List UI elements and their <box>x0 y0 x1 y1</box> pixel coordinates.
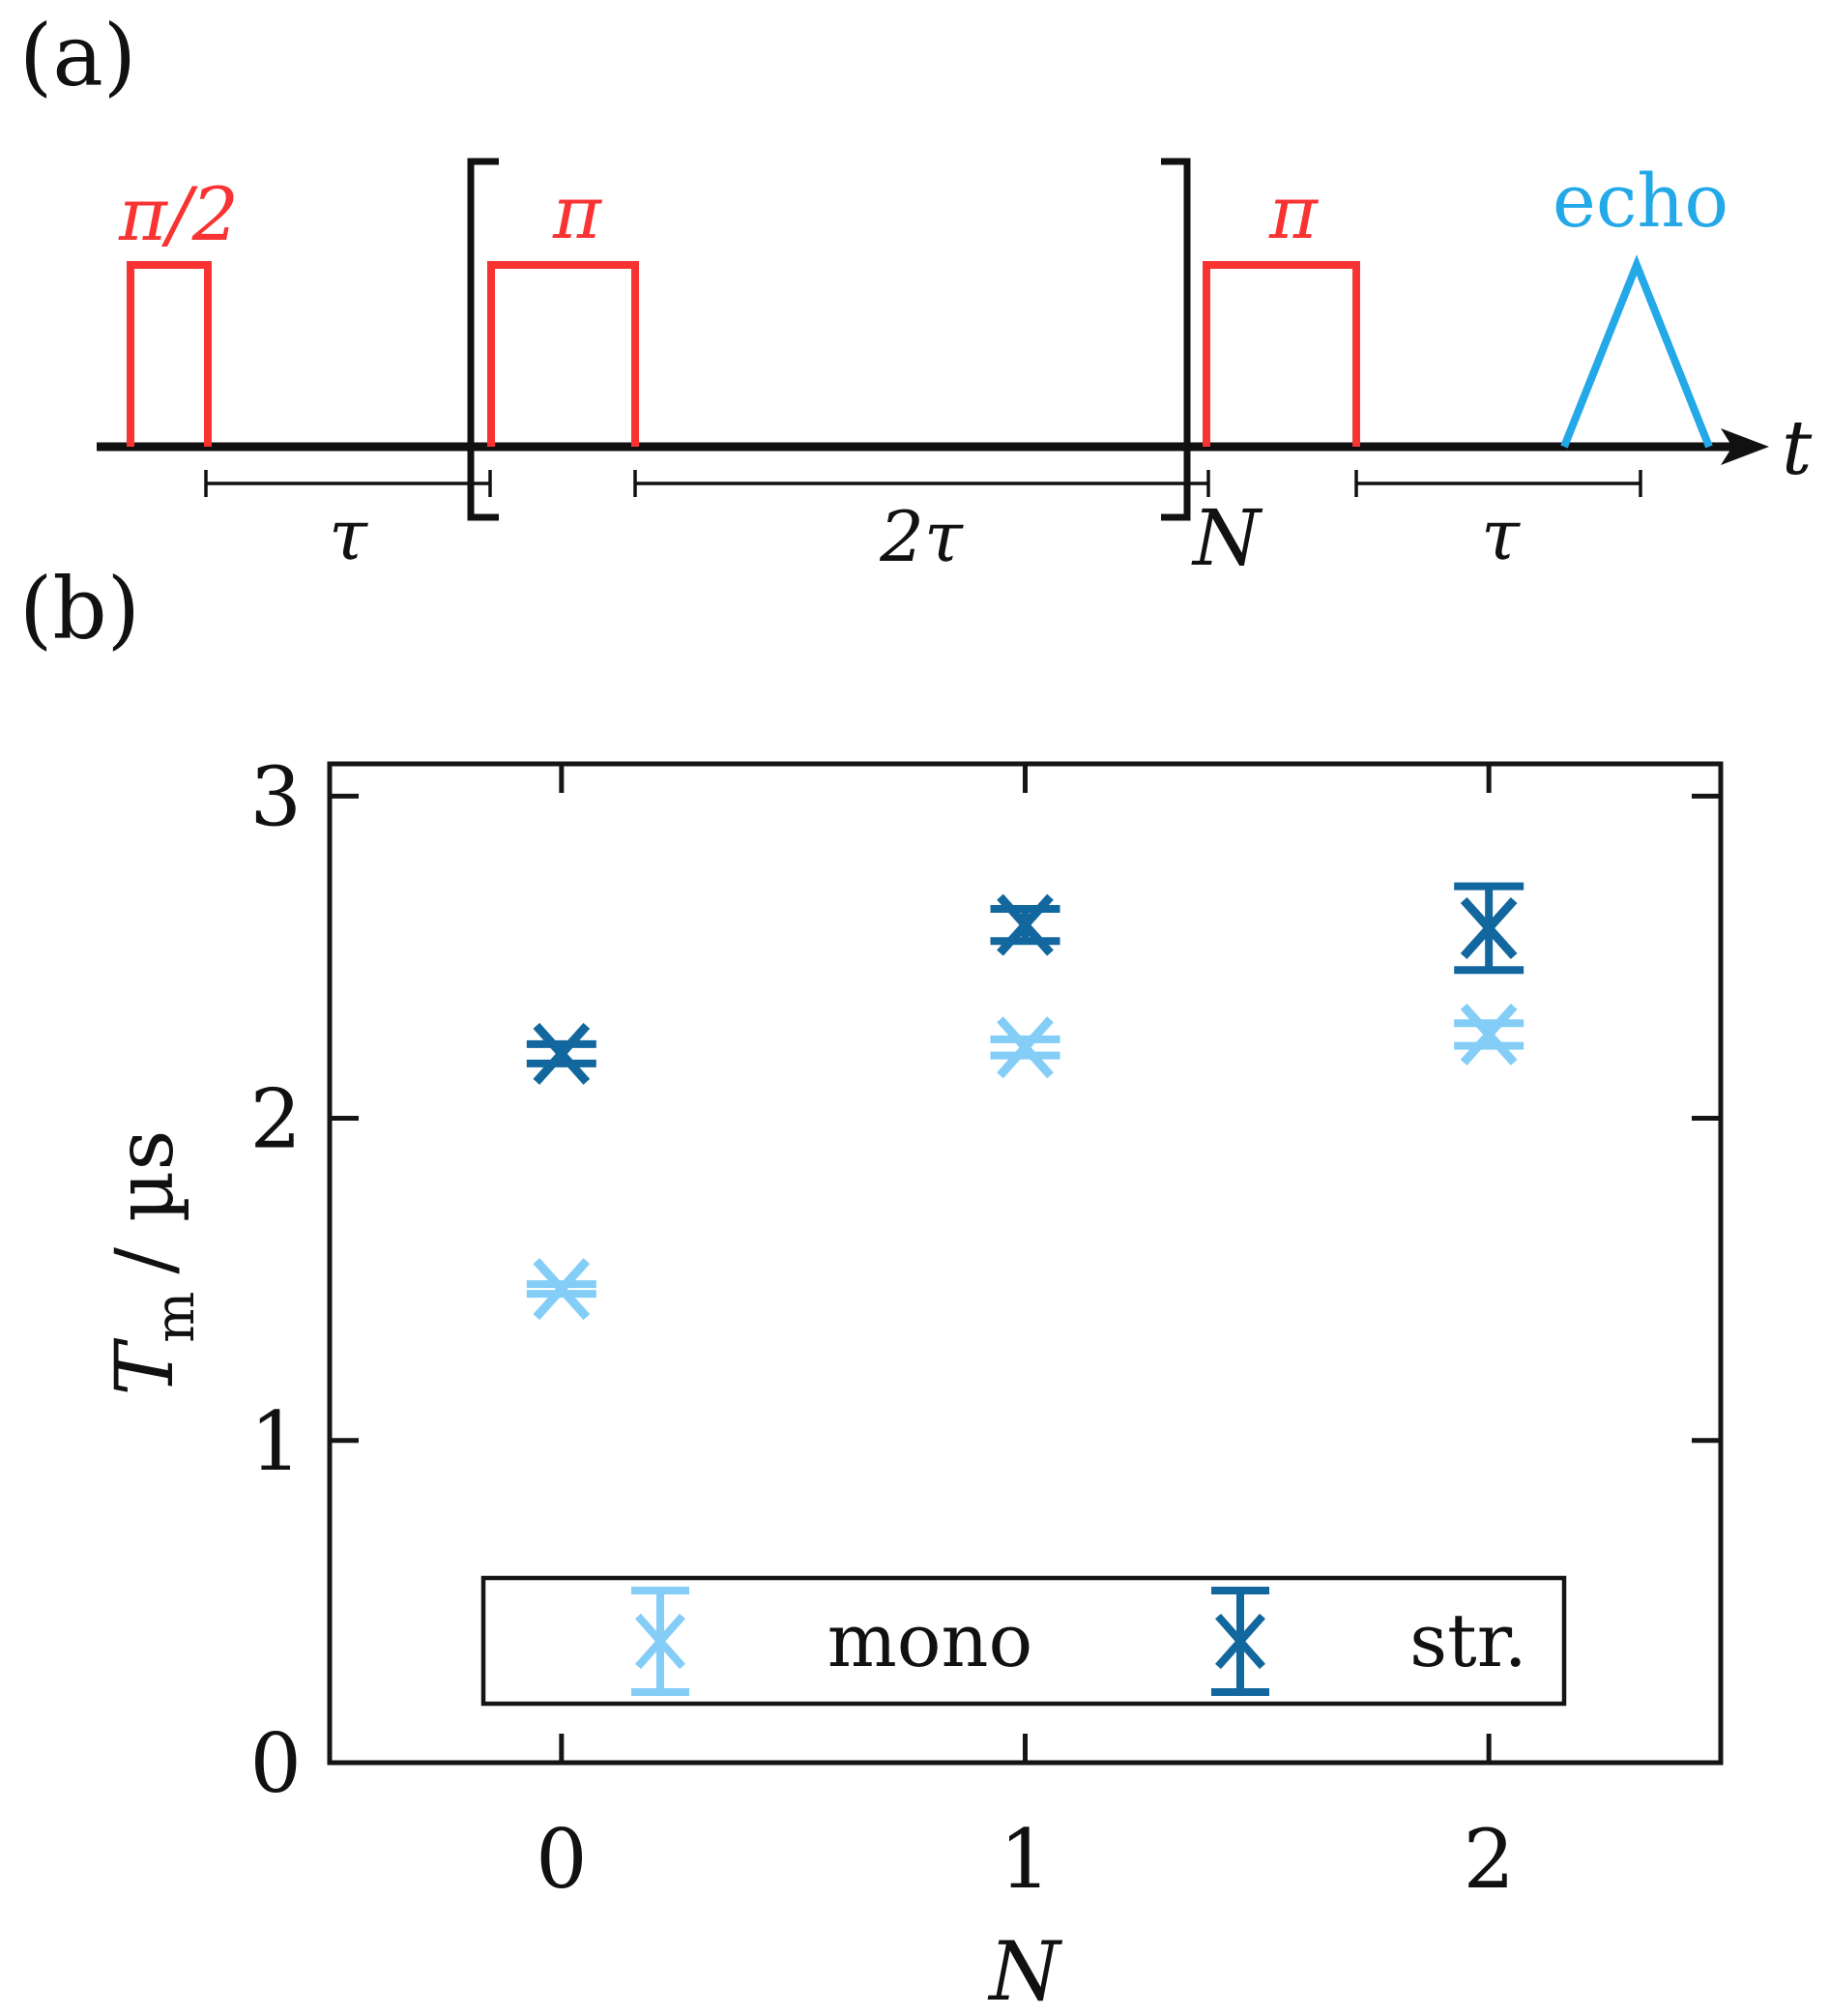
datapoint-mono-N2-x-marker <box>1460 1003 1518 1066</box>
legend-glyph-str-x-marker <box>1215 1613 1265 1670</box>
pulse-pi-half-label: π/2 <box>118 171 239 257</box>
panel-a: (a) t π/2 π N π echo <box>19 6 1813 583</box>
pulse-pi-1 <box>487 261 639 447</box>
y-tick-label: 0 <box>250 1716 302 1811</box>
panel-b-label: (b) <box>19 559 140 658</box>
datapoint-str-N2-x-marker <box>1460 896 1518 959</box>
legend-label-str: str. <box>1409 1597 1527 1683</box>
y-tick-label: 3 <box>250 749 302 844</box>
y-tick-label: 2 <box>250 1072 302 1167</box>
repeat-bracket-right <box>1161 158 1191 521</box>
datapoint-mono-N0-x-marker <box>533 1258 591 1321</box>
plot-dynamic-layer: 0 1 2 3 0 1 2 <box>250 749 1721 1907</box>
pulse-pi-1-label: π <box>552 169 603 255</box>
repeat-count-label: N <box>1191 493 1263 583</box>
interval-2tau-label: 2τ <box>879 496 964 577</box>
legend-label-mono: mono <box>827 1597 1033 1683</box>
datapoint-str-N1-x-marker <box>997 893 1054 956</box>
repeat-bracket-left <box>467 158 499 521</box>
x-tick-label: 2 <box>1463 1812 1514 1907</box>
time-axis-arrowhead <box>1721 428 1769 465</box>
interval-2tau: 2τ <box>633 470 1210 577</box>
echo-label: echo <box>1553 158 1728 244</box>
panel-b: (b) Tm/ µs N mono str. 0 1 2 3 0 1 2 <box>19 559 1724 2016</box>
echo-signal <box>1560 254 1713 449</box>
panel-a-label: (a) <box>19 6 136 105</box>
x-axis-label: N <box>987 1924 1062 2016</box>
pulse-pi-2 <box>1203 261 1360 447</box>
time-axis-label: t <box>1782 405 1813 492</box>
legend-glyph-mono-x-marker <box>635 1613 685 1670</box>
pulse-pi-2-label: π <box>1268 169 1320 255</box>
x-tick-label: 1 <box>1000 1812 1051 1907</box>
pulse-pi-half <box>127 261 212 447</box>
interval-tau-1-label: τ <box>329 494 368 575</box>
datapoint-str-N0-x-marker <box>533 1022 591 1085</box>
x-tick-label: 0 <box>536 1812 587 1907</box>
interval-tau-2-label: τ <box>1481 494 1521 575</box>
interval-tau-2: τ <box>1354 470 1642 575</box>
y-axis-label: Tm/ µs <box>100 1130 207 1396</box>
y-tick-label: 1 <box>250 1394 302 1489</box>
datapoint-mono-N1-x-marker <box>997 1016 1054 1079</box>
interval-tau-1: τ <box>204 470 492 575</box>
